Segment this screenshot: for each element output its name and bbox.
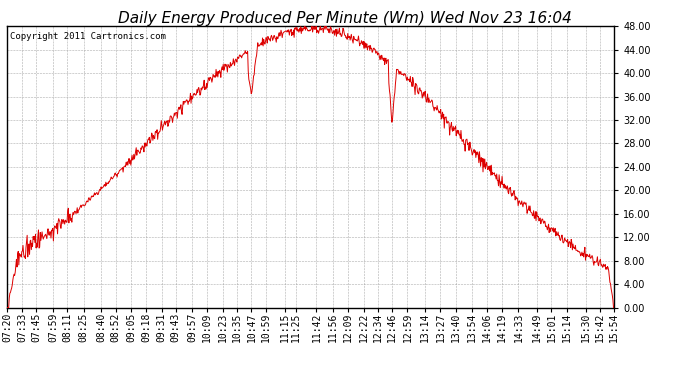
Text: Copyright 2011 Cartronics.com: Copyright 2011 Cartronics.com: [10, 32, 166, 41]
Text: Daily Energy Produced Per Minute (Wm) Wed Nov 23 16:04: Daily Energy Produced Per Minute (Wm) We…: [118, 11, 572, 26]
